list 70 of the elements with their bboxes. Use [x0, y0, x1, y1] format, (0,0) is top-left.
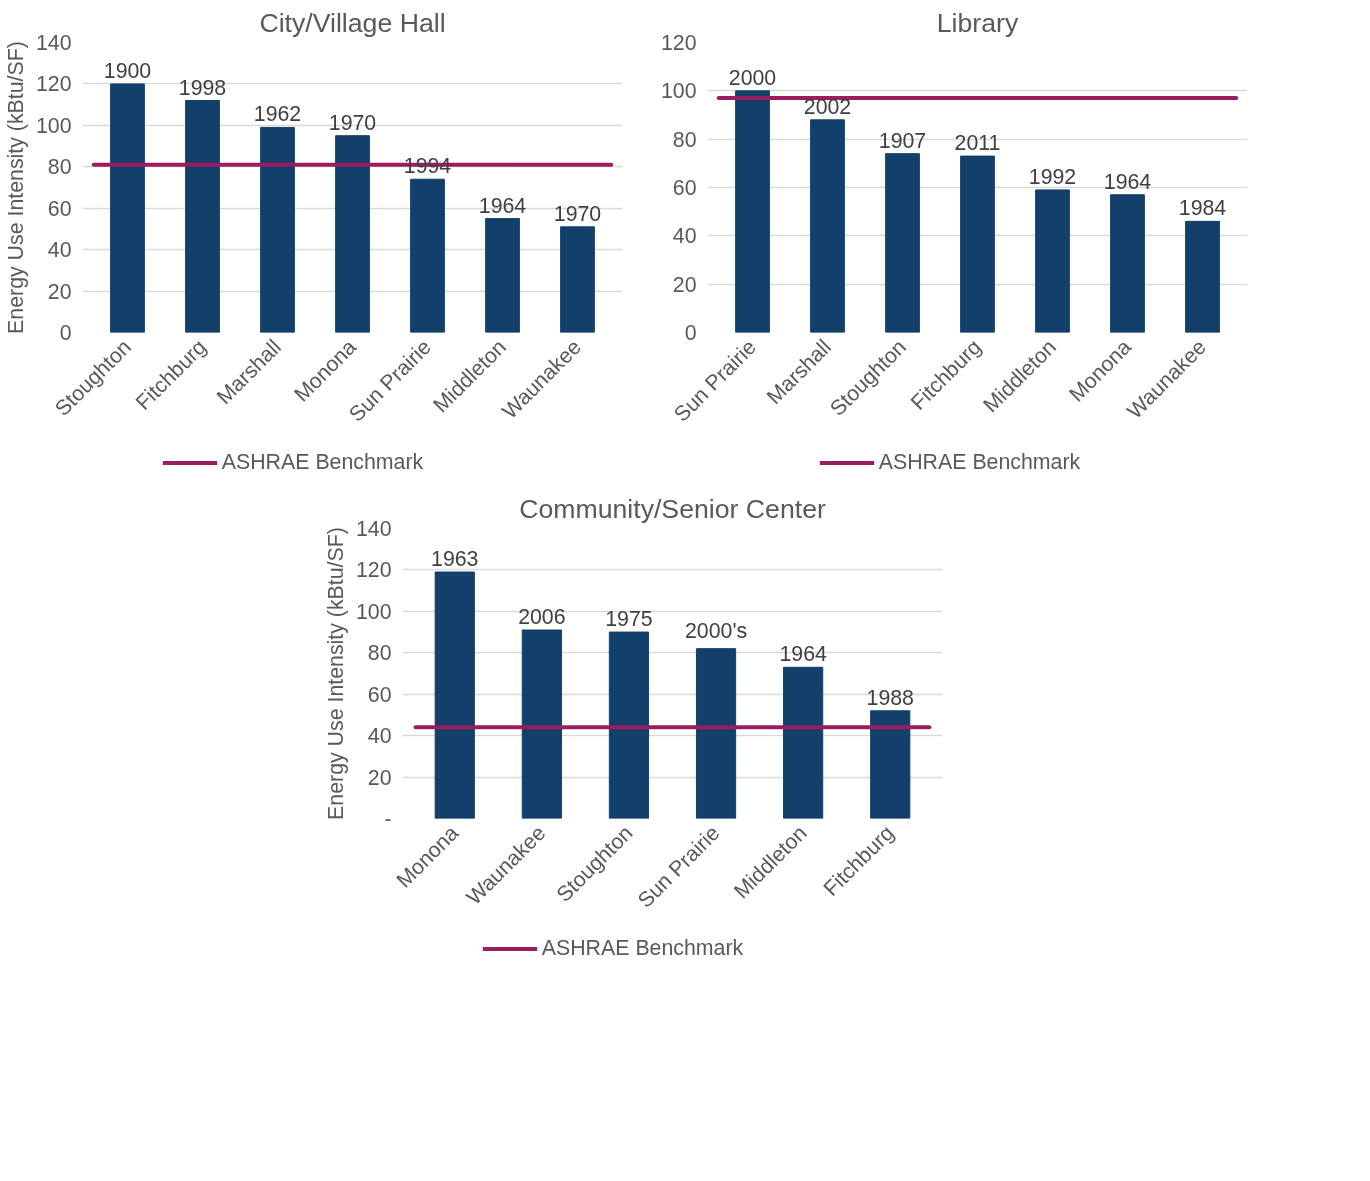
bar: [185, 100, 220, 333]
y-tick-label: 120: [660, 31, 697, 55]
y-tick-label: 40: [367, 724, 392, 749]
legend-label: ASHRAE Benchmark: [221, 449, 424, 475]
bar: [1035, 189, 1070, 333]
y-tick-label: 100: [355, 599, 392, 624]
y-tick-label: 80: [47, 155, 72, 180]
bar: [960, 155, 995, 333]
y-tick-label: 20: [672, 272, 697, 297]
annotation: 2002: [803, 94, 852, 119]
bar: [335, 135, 370, 333]
annotation: 1970: [553, 201, 602, 226]
annotation: 1984: [1178, 196, 1227, 221]
annotation: 2000's: [684, 618, 748, 643]
bar: [560, 226, 595, 333]
chart-title: Library: [936, 7, 1019, 38]
y-tick-label: 60: [672, 176, 697, 200]
bar: [608, 631, 650, 819]
y-tick-label: 20: [47, 279, 72, 304]
y-tick-label: 0: [59, 321, 72, 345]
y-tick-label: 60: [367, 682, 392, 707]
annotation: 2006: [518, 605, 566, 629]
y-tick-label: 140: [35, 31, 72, 55]
y-tick-label: 80: [367, 641, 392, 666]
legend-label: ASHRAE Benchmark: [878, 449, 1081, 475]
y-tick-label: 40: [47, 238, 72, 263]
bar: [885, 153, 920, 333]
y-tick-label: 80: [672, 127, 697, 152]
legend-label: ASHRAE Benchmark: [541, 935, 744, 961]
annotation: 1975: [605, 607, 653, 632]
bar: [783, 666, 824, 819]
annotation: 1992: [1028, 164, 1077, 189]
annotation: 1988: [866, 685, 914, 710]
annotation: 1962: [253, 102, 302, 127]
annotation: 1998: [178, 75, 227, 100]
bar: [485, 218, 520, 333]
bar: [521, 629, 562, 819]
chart-title: Community/Senior Center: [519, 493, 826, 524]
bar: [810, 119, 845, 333]
bar: [735, 90, 770, 333]
y-tick-label: 60: [47, 196, 72, 221]
y-axis-title: Energy Use Intensity (kBtu/SF): [323, 527, 348, 820]
annotation: 1907: [878, 128, 927, 153]
bar: [260, 126, 295, 333]
y-tick-label: 20: [367, 765, 392, 790]
y-tick-label: 140: [355, 517, 392, 541]
bar: [870, 710, 911, 819]
bar: [410, 178, 445, 333]
bar: [1185, 220, 1220, 333]
annotation: 2000: [728, 65, 777, 90]
bar: [434, 571, 475, 819]
y-tick-label: 40: [672, 224, 697, 249]
annotation: 1970: [328, 110, 377, 135]
y-tick-label: -: [384, 807, 392, 831]
y-tick-label: 120: [35, 72, 72, 97]
y-tick-label: 0: [684, 321, 697, 345]
annotation: 1964: [779, 642, 828, 667]
bar: [1110, 194, 1145, 333]
annotation: 1964: [478, 193, 527, 218]
y-tick-label: 120: [355, 558, 392, 583]
annotation: 1900: [103, 58, 152, 83]
bar: [695, 648, 737, 819]
annotation: 2011: [954, 131, 1001, 156]
y-tick-label: 100: [35, 113, 72, 138]
annotation: 1964: [1103, 169, 1152, 194]
y-axis-title: Energy Use Intensity (kBtu/SF): [3, 41, 28, 334]
bar: [110, 83, 145, 333]
annotation: 1963: [431, 547, 479, 571]
chart-title: City/Village Hall: [259, 7, 446, 38]
y-tick-label: 100: [660, 79, 697, 104]
